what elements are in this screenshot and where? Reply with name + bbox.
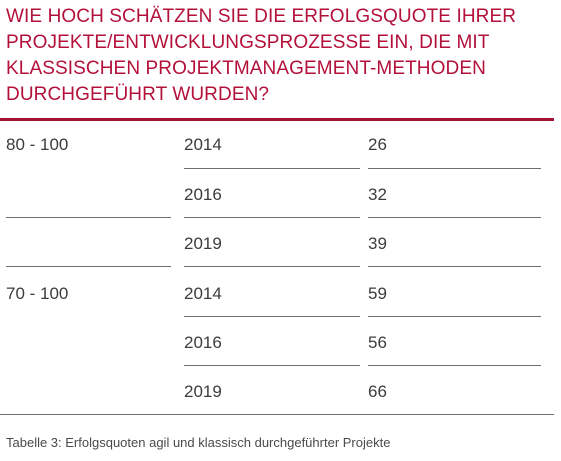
title-line: DURCHGEFÜHRT WURDEN?: [6, 84, 270, 105]
title-line: PROJEKTE/ENTWICKLUNGSPROZESSE EIN, DIE M…: [6, 32, 490, 53]
row-divider: [6, 217, 171, 218]
table-bottom-rule: [0, 414, 554, 415]
title-line: WIE HOCH SCHÄTZEN SIE DIE ERFOLGSQUOTE I…: [6, 6, 517, 27]
row-divider: [368, 217, 541, 218]
row-divider: [368, 365, 541, 366]
row-divider: [368, 168, 541, 169]
range-cell: 70 - 100: [6, 284, 69, 303]
year-cell: 2016: [184, 333, 222, 352]
title-line: KLASSISCHEN PROJEKTMANAGEMENT-METHODEN: [6, 58, 486, 79]
year-cell: 2019: [184, 382, 222, 401]
year-cell: 2014: [184, 284, 222, 303]
value-cell: 59: [368, 284, 387, 303]
row-divider: [184, 266, 360, 267]
row-divider: [368, 316, 541, 317]
title-divider: [0, 118, 554, 121]
year-cell: 2016: [184, 185, 222, 204]
value-cell: 26: [368, 135, 387, 154]
range-cell: 80 - 100: [6, 135, 69, 154]
row-divider: [184, 316, 360, 317]
row-divider: [184, 168, 360, 169]
year-cell: 2014: [184, 135, 222, 154]
table-caption: Tabelle 3: Erfolgsquoten agil und klassi…: [6, 435, 391, 450]
row-divider: [6, 266, 171, 267]
row-divider: [184, 217, 360, 218]
value-cell: 32: [368, 185, 387, 204]
value-cell: 56: [368, 333, 387, 352]
row-divider: [368, 266, 541, 267]
year-cell: 2019: [184, 234, 222, 253]
row-divider: [184, 365, 360, 366]
table-title: WIE HOCH SCHÄTZEN SIE DIE ERFOLGSQUOTE I…: [6, 4, 556, 108]
value-cell: 66: [368, 382, 387, 401]
value-cell: 39: [368, 234, 387, 253]
